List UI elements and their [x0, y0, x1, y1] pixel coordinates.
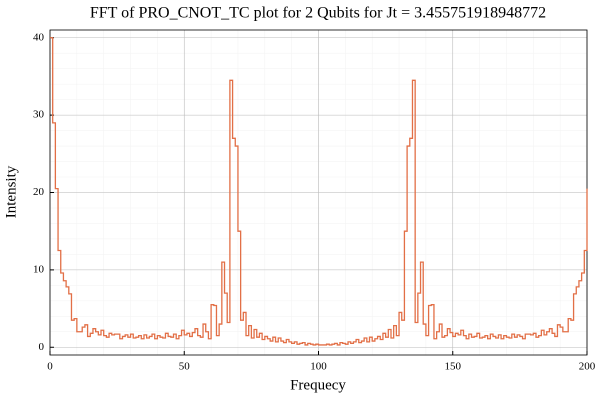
x-tick-label: 150 [445, 361, 462, 373]
x-tick-label: 0 [47, 361, 53, 373]
y-tick-label: 0 [39, 341, 45, 353]
step-line [50, 37, 588, 346]
x-tick-label: 50 [179, 361, 191, 373]
x-tick-label: 200 [579, 361, 596, 373]
x-axis-title: Frequecy [290, 377, 346, 393]
y-tick-label: 30 [33, 109, 45, 121]
y-tick-label: 20 [33, 186, 45, 198]
y-axis-title: Intensity [3, 165, 19, 218]
y-tick-label: 10 [33, 263, 45, 275]
chart-title: FFT of PRO_CNOT_TC plot for 2 Qubits for… [90, 5, 546, 22]
x-tick-label: 100 [310, 361, 327, 373]
y-tick-label: 40 [33, 31, 45, 43]
